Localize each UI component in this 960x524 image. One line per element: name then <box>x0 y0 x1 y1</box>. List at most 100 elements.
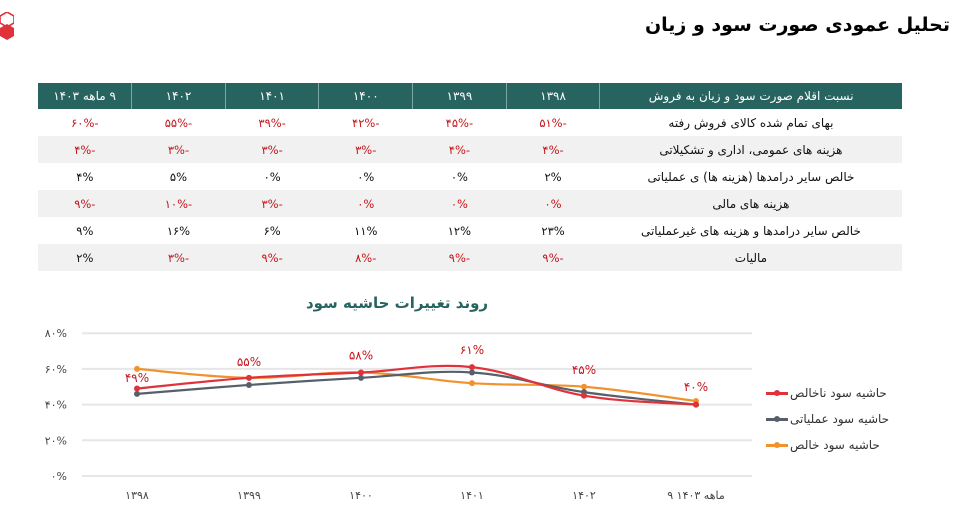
x-tick-label: ۱۳۹۸ <box>125 489 149 502</box>
x-axis-ticks: ۱۳۹۸ ۱۳۹۹ ۱۴۰۰ ۱۴۰۱ ۱۴۰۲ ۹ ماهه ۱۴۰۳ <box>125 489 725 502</box>
chart-title: روند تغییرات حاشیه سود <box>305 294 489 312</box>
table-cell: -۳% <box>225 190 319 217</box>
table-row: هزینه های عمومی، اداری و تشکیلاتی -۴% -۴% -… <box>38 136 902 163</box>
data-label: ۴۰% <box>684 380 708 394</box>
profit-margin-line-chart: ۰% ۲۰% ۴۰% ۶۰% ۸۰% ۱۳۹۸ ۱۳۹۹ ۱۴۰۰ ۱۴۰۱ ۱۴۰۲ ۹ ماه… <box>45 327 752 502</box>
x-tick-label: ۱۳۹۹ <box>237 489 261 502</box>
data-labels: ۴۹% ۵۵% ۵۸% ۶۱% ۴۵% ۴۰% <box>125 343 708 394</box>
data-point-marker <box>134 385 140 392</box>
table-row: خالص سایر درامدها (هزینه ها) ی عملیاتی ۲%… <box>38 163 902 190</box>
data-point-marker <box>693 401 699 408</box>
page-title: تحلیل عمودی صورت سود و زیان <box>644 14 950 36</box>
table-cell: -۴% <box>38 136 132 163</box>
data-point-marker <box>358 374 364 381</box>
column-header-1402: ۱۴۰۲ <box>131 83 226 109</box>
table-cell: ۴% <box>76 169 94 184</box>
series-line-2 <box>134 365 699 405</box>
table-cell: ۰% <box>506 190 600 217</box>
data-label: ۴۹% <box>125 371 149 385</box>
table-header-row: نسبت اقلام صورت سود و زیان به فروش ۱۳۹۸ … <box>38 83 902 109</box>
data-point-marker <box>581 383 587 390</box>
column-header-1403-9m: ۹ ماهه ۱۴۰۳ <box>38 83 132 109</box>
table-cell: -۵۱% <box>539 115 567 130</box>
table-cell: ۱۶% <box>166 223 191 238</box>
table-row: بهای تمام شده کالای فروش رفته -۵۱% -۴۵% -۴۲… <box>38 109 902 136</box>
table-row: مالیات -۹% -۹% -۸% -۹% -۳% ۲% <box>38 244 902 271</box>
table-cell: -۳% <box>131 136 226 163</box>
table-cell: ۱۱% <box>354 223 378 238</box>
table-cell: -۸% <box>318 244 413 271</box>
column-header-1401: ۱۴۰۱ <box>224 83 319 109</box>
data-point-marker <box>358 369 364 376</box>
x-tick-label: ۱۴۰۲ <box>572 489 596 502</box>
data-label: ۶۱% <box>460 343 484 357</box>
table-cell: ۰% <box>412 190 507 217</box>
legend-line-marker-icon <box>766 441 788 448</box>
data-label: ۴۵% <box>572 363 596 377</box>
column-header-1399: ۱۳۹۹ <box>412 83 507 109</box>
chart-legend: حاشیه سود ناخالص حاشیه سود عملیاتی حاشیه… <box>766 380 889 458</box>
table-cell: -۳% <box>318 136 413 163</box>
table-cell: -۴% <box>412 136 507 163</box>
table-cell: ۶% <box>263 223 281 238</box>
row-label: هزینه های عمومی، اداری و تشکیلاتی <box>599 136 902 163</box>
y-tick-label: ۶۰% <box>45 363 67 376</box>
table-cell: ۰% <box>450 169 468 184</box>
row-label: بهای تمام شده کالای فروش رفته <box>668 115 834 130</box>
data-label: ۵۸% <box>349 348 373 362</box>
data-point-marker <box>246 374 252 381</box>
table-cell: -۴۲% <box>352 115 380 130</box>
table-cell: -۴۵% <box>445 115 474 130</box>
table-cell: ۹% <box>76 223 94 238</box>
chart-gridlines <box>82 332 752 477</box>
table-cell: -۵۵% <box>164 115 193 130</box>
table-cell: ۰% <box>318 190 413 217</box>
table-cell: -۱۰% <box>131 190 226 217</box>
legend-line-marker-icon <box>766 389 788 396</box>
data-point-marker <box>469 364 475 371</box>
table-cell: -۶۰% <box>71 115 99 130</box>
legend-item-operating-margin: حاشیه سود عملیاتی <box>766 406 889 432</box>
cube-logo-icon <box>0 12 14 40</box>
table-row: خالص سایر درامدها و هزینه های غیرعملیاتی… <box>38 217 902 244</box>
column-header-1400: ۱۴۰۰ <box>318 83 413 109</box>
table-cell: -۳۹% <box>258 115 286 130</box>
data-point-marker <box>246 381 252 388</box>
data-point-marker <box>469 380 475 387</box>
table-cell: -۹% <box>506 244 600 271</box>
series-line-0 <box>134 364 699 408</box>
y-axis-ticks: ۰% ۲۰% ۴۰% ۶۰% ۸۰% <box>45 327 67 483</box>
table-cell: ۲% <box>544 169 562 184</box>
legend-item-gross-margin: حاشیه سود ناخالص <box>766 380 889 406</box>
row-label: هزینه های مالی <box>599 190 902 217</box>
table-cell: -۹% <box>38 190 132 217</box>
y-tick-label: ۴۰% <box>45 399 67 412</box>
row-label: مالیات <box>599 244 902 271</box>
x-tick-label: ۹ ماهه ۱۴۰۳ <box>667 489 725 502</box>
column-header-item: نسبت اقلام صورت سود و زیان به فروش <box>599 83 902 109</box>
y-tick-label: ۲۰% <box>45 434 67 447</box>
row-label: خالص سایر درامدها و هزینه های غیرعملیاتی <box>640 223 861 238</box>
table-cell: -۹% <box>412 244 507 271</box>
table-row: هزینه های مالی ۰% ۰% ۰% -۳% -۱۰% -۹% <box>38 190 902 217</box>
table-cell: -۴% <box>506 136 600 163</box>
chart-series <box>134 364 699 408</box>
table-cell: -۳% <box>225 136 319 163</box>
table-cell: ۱۲% <box>447 223 472 238</box>
table-cell: ۵% <box>169 169 188 184</box>
data-point-marker <box>134 390 140 397</box>
table-cell: ۲۳% <box>541 223 565 238</box>
series-line-1 <box>134 369 699 408</box>
column-header-1398: ۱۳۹۸ <box>505 83 600 109</box>
data-point-marker <box>134 365 140 372</box>
legend-item-net-margin: حاشیه سود خالص <box>766 432 889 458</box>
data-label: ۵۵% <box>237 355 261 369</box>
table-cell: -۹% <box>225 244 319 271</box>
table-cell: ۰% <box>263 169 281 184</box>
y-tick-label: ۰% <box>51 470 67 483</box>
x-tick-label: ۱۴۰۰ <box>349 489 373 502</box>
data-point-marker <box>581 392 587 399</box>
x-tick-label: ۱۴۰۱ <box>460 489 484 502</box>
table-cell: -۳% <box>131 244 226 271</box>
y-tick-label: ۸۰% <box>45 327 67 340</box>
